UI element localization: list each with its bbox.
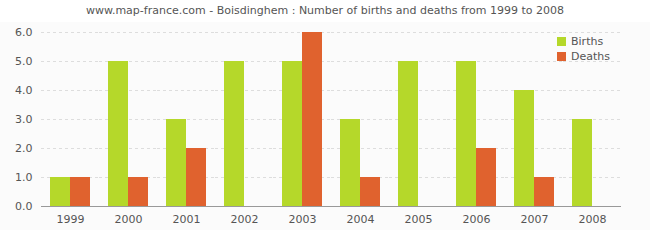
html-text:www.map-france.com - Boisdingh: www.map-france.com - Boisdinghem : Numbe… <box>85 4 565 17</box>
svg-text:2000: 2000 <box>115 213 143 226</box>
svg-text:2004: 2004 <box>347 213 375 226</box>
svg-text:3.0: 3.0 <box>15 113 33 126</box>
svg-text:4.0: 4.0 <box>15 84 33 97</box>
svg-text:1.0: 1.0 <box>15 171 33 184</box>
svg-text:6.0: 6.0 <box>15 26 33 39</box>
svg-text:2005: 2005 <box>405 213 433 226</box>
svg-text:0.0: 0.0 <box>15 200 33 213</box>
svg-text:2001: 2001 <box>173 213 201 226</box>
svg-text:2008: 2008 <box>579 213 607 226</box>
svg-text:2003: 2003 <box>289 213 317 226</box>
svg-text:2006: 2006 <box>463 213 491 226</box>
svg-text:5.0: 5.0 <box>15 55 33 68</box>
html-text:Deaths: Deaths <box>571 50 610 63</box>
svg-text:2.0: 2.0 <box>15 142 33 155</box>
html-text:Births: Births <box>571 35 604 48</box>
svg-text:2007: 2007 <box>521 213 549 226</box>
svg-text:1999: 1999 <box>57 213 85 226</box>
svg-text:2002: 2002 <box>231 213 259 226</box>
